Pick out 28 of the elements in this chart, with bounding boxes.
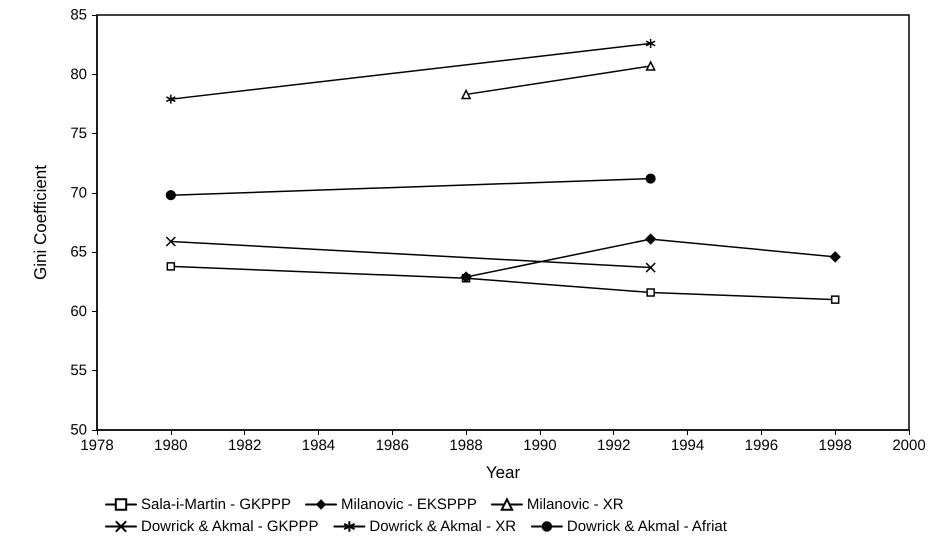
legend-label: Milanovic - XR bbox=[526, 496, 624, 513]
legend-label: Milanovic - EKSPPP bbox=[341, 496, 477, 513]
y-axis-title: Gini Coefficient bbox=[31, 164, 50, 280]
legend-label: Dowrick & Akmal - Afriat bbox=[566, 518, 728, 535]
x-tick-label: 1988 bbox=[449, 437, 483, 454]
y-tick-label: 55 bbox=[70, 362, 87, 380]
x-tick-label: 1992 bbox=[597, 437, 630, 454]
x-tick-label: 1984 bbox=[302, 437, 336, 454]
x-tick-label: 1980 bbox=[154, 437, 188, 454]
x-axis-title: Year bbox=[486, 463, 521, 482]
y-tick-label: 60 bbox=[70, 302, 87, 320]
x-tick-label: 1994 bbox=[670, 437, 704, 454]
x-tick-label: 1996 bbox=[744, 437, 778, 454]
x-tick-label: 1982 bbox=[228, 437, 262, 454]
y-tick-label: 65 bbox=[70, 244, 87, 261]
x-tick-label: 1990 bbox=[523, 437, 557, 454]
legend-label: Dowrick & Akmal - GKPPP bbox=[141, 518, 319, 535]
y-tick-label: 80 bbox=[70, 66, 87, 83]
legend-label: Dowrick & Akmal - XR bbox=[369, 518, 516, 535]
x-tick-label: 2000 bbox=[892, 437, 926, 454]
y-tick-label: 50 bbox=[70, 422, 87, 438]
x-tick-label: 1978 bbox=[80, 437, 114, 454]
y-tick-label: 70 bbox=[70, 184, 87, 202]
y-tick-label: 75 bbox=[70, 125, 87, 142]
legend-label: Sala-i-Martin - GKPPP bbox=[141, 496, 292, 513]
x-tick-label: 1998 bbox=[818, 437, 852, 454]
y-tick-label: 85 bbox=[70, 6, 87, 24]
x-tick-label: 1986 bbox=[376, 437, 409, 454]
